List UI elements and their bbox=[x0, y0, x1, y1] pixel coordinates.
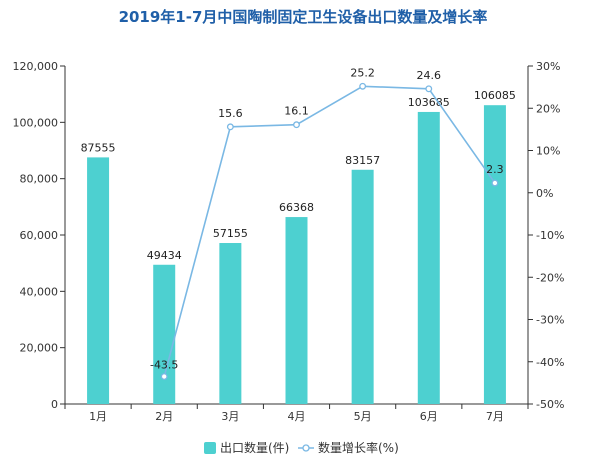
x-axis-tick-label: 1月 bbox=[89, 410, 107, 423]
line-point bbox=[226, 123, 234, 131]
bar-data-label: 87555 bbox=[81, 141, 116, 154]
legend-bar-label: 出口数量(件) bbox=[220, 440, 289, 455]
right-axis-tick-label: 10% bbox=[536, 145, 560, 158]
x-axis-tick-label: 5月 bbox=[354, 410, 372, 423]
bar-series: 87555 49434 57155 66368 83157 103685 106085 bbox=[81, 89, 516, 405]
line-point bbox=[491, 179, 499, 187]
right-axis-tick-label: -10% bbox=[536, 229, 564, 242]
legend-line-marker bbox=[302, 444, 310, 452]
x-axis-tick-label: 3月 bbox=[221, 410, 239, 423]
x-axis-tick-label: 4月 bbox=[288, 410, 306, 423]
bar bbox=[483, 105, 506, 405]
bar bbox=[285, 217, 308, 404]
right-axis: -50% -40% -30% -20% -10% 0% 10% 20% 30% bbox=[527, 60, 564, 411]
line-data-label: -43.5 bbox=[150, 359, 178, 372]
bar bbox=[153, 264, 176, 404]
line-data-label: 2.3 bbox=[486, 163, 504, 176]
line-point bbox=[359, 82, 367, 90]
bar-data-label: 103685 bbox=[408, 96, 450, 109]
bar-data-label: 57155 bbox=[213, 227, 248, 240]
x-axis-tick-label: 7月 bbox=[486, 410, 504, 423]
legend-bar-swatch bbox=[204, 442, 216, 454]
left-axis-tick-label: 0 bbox=[51, 398, 58, 411]
left-axis-tick-label: 120,000 bbox=[13, 60, 59, 73]
line-series: -43.5 15.6 16.1 25.2 24.6 2.3 bbox=[150, 66, 504, 380]
right-axis-tick-label: -30% bbox=[536, 314, 564, 327]
bar bbox=[87, 157, 110, 404]
line-point bbox=[293, 121, 300, 129]
left-axis-tick-label: 40,000 bbox=[20, 285, 59, 298]
right-axis-tick-label: 20% bbox=[536, 102, 560, 115]
left-axis-tick-label: 80,000 bbox=[20, 173, 59, 186]
bar-data-label: 106085 bbox=[474, 89, 516, 102]
x-axis: 1月 2月 3月 4月 5月 6月 7月 bbox=[64, 403, 529, 423]
bar-data-label: 83157 bbox=[345, 154, 380, 167]
left-axis-tick-label: 20,000 bbox=[20, 342, 59, 355]
line-data-label: 25.2 bbox=[350, 66, 375, 79]
right-axis-tick-label: -50% bbox=[536, 398, 564, 411]
x-axis-tick-label: 6月 bbox=[420, 410, 438, 423]
line-data-label: 16.1 bbox=[284, 105, 309, 118]
bar bbox=[219, 243, 242, 404]
line-point bbox=[160, 373, 168, 380]
left-axis-tick-label: 100,000 bbox=[13, 116, 59, 129]
growth-line bbox=[163, 85, 496, 377]
right-axis-tick-label: -20% bbox=[536, 271, 564, 284]
legend-line-label: 数量增长率(%) bbox=[318, 440, 399, 455]
right-axis-tick-label: 30% bbox=[536, 60, 560, 73]
chart-title: 2019年1-7月中国陶制固定卫生设备出口数量及增长率 bbox=[119, 8, 488, 26]
x-axis-tick-label: 2月 bbox=[155, 410, 173, 423]
bar-data-label: 66368 bbox=[279, 201, 314, 214]
legend: 出口数量(件) 数量增长率(%) bbox=[204, 440, 399, 455]
left-axis: 0 20,000 40,000 60,000 80,000 100,000 120,000 bbox=[13, 60, 66, 411]
right-axis-tick-label: 0% bbox=[536, 187, 553, 200]
bar bbox=[417, 111, 440, 404]
bar bbox=[351, 169, 374, 404]
line-data-label: 15.6 bbox=[218, 107, 243, 120]
left-axis-tick-label: 60,000 bbox=[20, 229, 59, 242]
line-data-label: 24.6 bbox=[417, 69, 442, 82]
right-axis-tick-label: -40% bbox=[536, 356, 564, 369]
line-point bbox=[425, 85, 433, 93]
bar-data-label: 49434 bbox=[147, 249, 182, 262]
